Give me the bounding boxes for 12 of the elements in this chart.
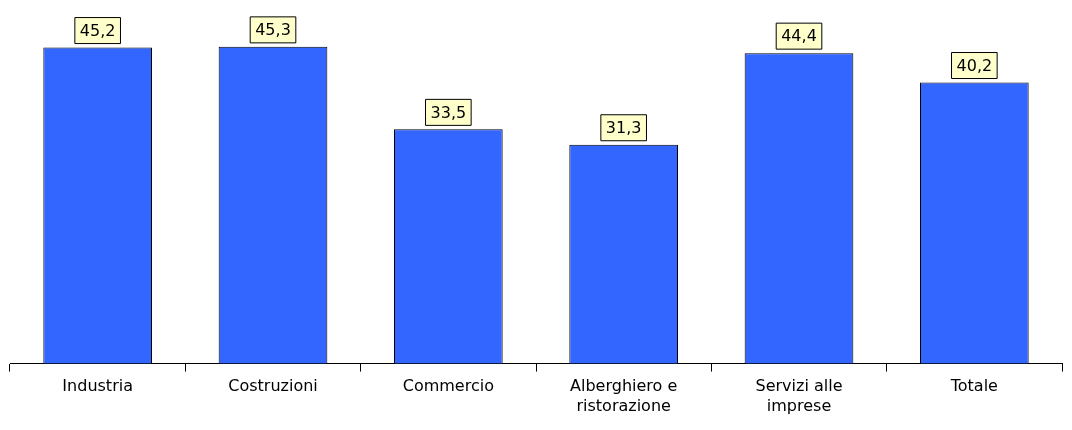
data-label: 44,4: [781, 26, 817, 46]
data-label: 45,3: [255, 20, 291, 40]
data-label: 40,2: [956, 55, 993, 75]
data-label: 45,2: [79, 20, 116, 40]
data-label: 31,3: [605, 117, 642, 137]
x-tick-label: Costruzioni: [228, 376, 318, 396]
x-tick-label: Totale: [949, 376, 998, 396]
data-label: 33,5: [430, 102, 467, 122]
x-tick-label: Commercio: [402, 376, 494, 396]
x-tick-label: Servizi alle imprese: [755, 376, 843, 415]
x-tick-label: Alberghiero e ristorazione: [570, 376, 678, 415]
x-tick-label: Industria: [62, 376, 133, 396]
